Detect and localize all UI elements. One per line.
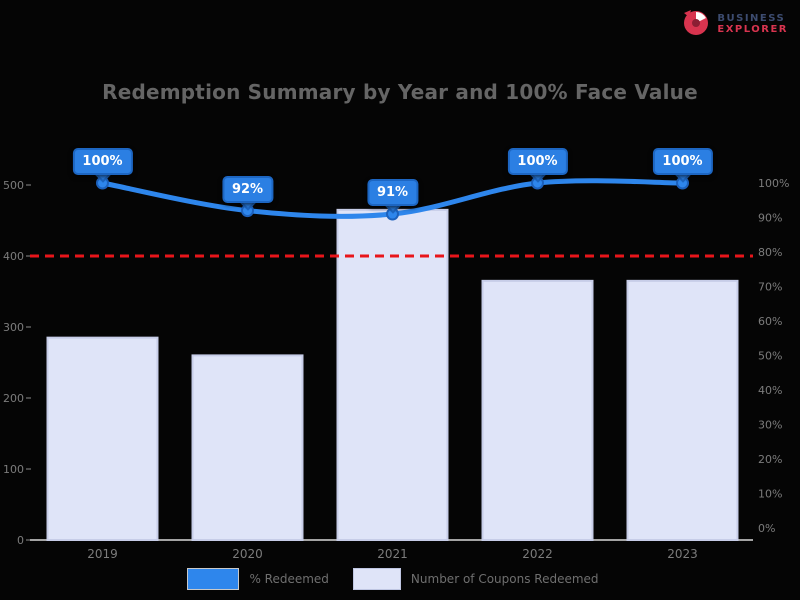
right-axis-tick-label: 100% <box>758 177 789 190</box>
x-axis-label: 2022 <box>522 547 553 561</box>
right-axis-tick-label: 10% <box>758 488 782 501</box>
x-axis-label: 2023 <box>667 547 698 561</box>
right-axis-tick-label: 20% <box>758 453 782 466</box>
right-axis-tick-label: 0% <box>758 522 775 535</box>
right-axis-tick-label: 30% <box>758 419 782 432</box>
logo-icon <box>681 7 711 41</box>
logo-text-line1: BUSINESS <box>717 12 786 24</box>
bar-2023 <box>626 279 739 541</box>
legend-label-line: % Redeemed <box>249 572 329 586</box>
legend-label-bar: Number of Coupons Redeemed <box>410 572 599 586</box>
right-axis-tick-label: 40% <box>758 384 782 397</box>
legend-swatch-line <box>187 568 240 590</box>
chart-title: Redemption Summary by Year and 100% Face… <box>102 80 698 104</box>
right-axis-tick-label: 50% <box>758 350 782 363</box>
logo-text: BUSINESS EXPLORER <box>717 13 788 36</box>
left-axis-tick-label: 300 <box>3 321 24 334</box>
bar-2019 <box>46 336 159 541</box>
line-value-badge: 92% <box>221 175 274 203</box>
right-axis-tick-label: 80% <box>758 246 782 259</box>
x-axis-label: 2020 <box>232 547 263 561</box>
x-axis-label: 2021 <box>377 547 408 561</box>
line-value-badge: 91% <box>366 179 419 207</box>
bar-2020 <box>191 354 304 541</box>
line-value-badge: 100% <box>72 148 133 175</box>
left-axis-tick-label: 500 <box>3 179 24 192</box>
line-value-badge: 100% <box>652 148 713 175</box>
watermark-logo: BUSINESS EXPLORER <box>681 7 788 41</box>
left-axis-tick-label: 0 <box>17 534 24 547</box>
left-axis-tick-label: 400 <box>3 250 24 263</box>
legend: % Redeemed Number of Coupons Redeemed <box>0 564 800 594</box>
bar-2021 <box>336 208 449 541</box>
left-axis-tick-label: 200 <box>3 392 24 405</box>
right-axis-tick-label: 70% <box>758 281 782 294</box>
bar-2022 <box>481 279 594 541</box>
logo-text-line2: EXPLORER <box>717 24 788 35</box>
left-axis-tick-label: 100 <box>3 463 24 476</box>
x-axis-label: 2019 <box>87 547 118 561</box>
right-axis-tick-label: 60% <box>758 315 782 328</box>
legend-swatch-bar <box>352 568 401 590</box>
right-axis-tick-label: 90% <box>758 212 782 225</box>
line-value-badge: 100% <box>507 148 568 175</box>
